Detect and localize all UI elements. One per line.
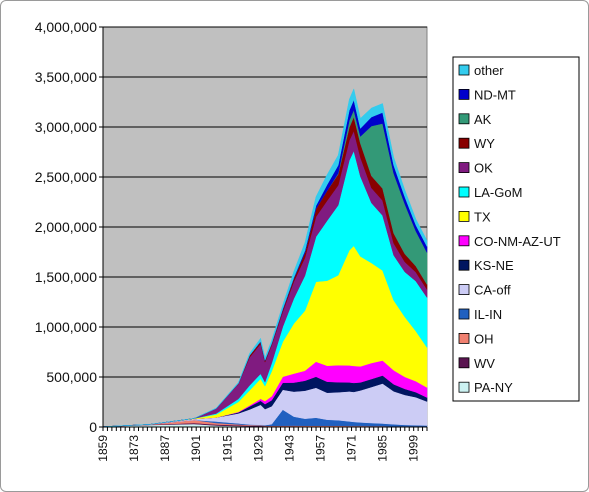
x-tick-label: 1887 [158,435,172,462]
y-tick-label: 2,500,000 [35,169,97,185]
legend-swatch-oh [458,332,470,344]
legend-swatch-pa-ny [458,381,470,393]
x-tick-label: 1901 [189,435,203,462]
legend-label-ks-ne: KS-NE [474,258,514,273]
legend-label-other: other [474,63,504,78]
legend-label-tx: TX [474,209,491,224]
legend-swatch-il-in [458,308,470,320]
legend-label-pa-ny: PA-NY [474,380,513,395]
legend-label-wv: WV [474,356,495,371]
legend: other ND-MT AK WY OK LA-GoM TX CO-NM-AZ-UT KS-NE… [452,56,580,402]
legend-label-ak: AK [474,112,492,127]
legend-label-co-nm-az-ut: CO-NM-AZ-UT [474,234,561,249]
x-tick-label: 1971 [345,435,359,462]
x-tick-label: 1957 [314,435,328,462]
y-tick-label: 1,000,000 [35,319,97,335]
legend-label-il-in: IL-IN [474,307,502,322]
legend-swatch-co-nm-az-ut [458,235,470,247]
y-tick-label: 3,500,000 [35,69,97,85]
plot-area [102,26,428,428]
legend-label-wy: WY [474,136,495,151]
y-tick-label: 0 [89,419,97,435]
legend-swatch-ks-ne [458,259,470,271]
y-tick-label: 3,000,000 [35,119,97,135]
x-tick-label: 1943 [282,435,296,462]
legend-label-oh: OH [474,331,494,346]
legend-label-ca-off: CA-off [474,283,511,298]
legend-swatch-nd-mt [458,89,470,100]
y-tick-label: 1,500,000 [35,269,97,285]
y-axis: 0 500,000 1,000,000 1,500,000 2,000,000 2,500… [35,19,104,435]
y-tick-label: 2,000,000 [35,219,97,235]
legend-box [452,56,580,402]
legend-swatch-ak [458,113,470,125]
legend-swatch-wy [458,137,470,149]
legend-swatch-wv [458,357,470,369]
x-tick-label: 1873 [127,435,141,462]
y-tick-label: 4,000,000 [35,19,97,35]
legend-label-la-gom: LA-GoM [474,185,522,200]
legend-swatch-other [458,64,470,76]
x-tick-label: 1999 [407,435,421,462]
legend-label-nd-mt: ND-MT [474,87,516,102]
y-tick-label: 500,000 [46,369,97,385]
legend-swatch-ca-off [458,284,470,296]
x-tick-label: 1915 [220,435,234,462]
legend-swatch-tx [458,210,470,222]
x-tick-label: 1929 [251,435,265,462]
x-tick-label: 1985 [376,435,390,462]
legend-swatch-ok [458,162,470,174]
legend-swatch-la-gom [458,186,470,198]
x-axis: 1859 1873 1887 1901 1915 1929 1943 1957 1971 1985… [96,426,428,462]
x-tick-label: 1859 [96,435,110,462]
area-other [102,88,428,427]
legend-label-ok: OK [474,161,493,176]
